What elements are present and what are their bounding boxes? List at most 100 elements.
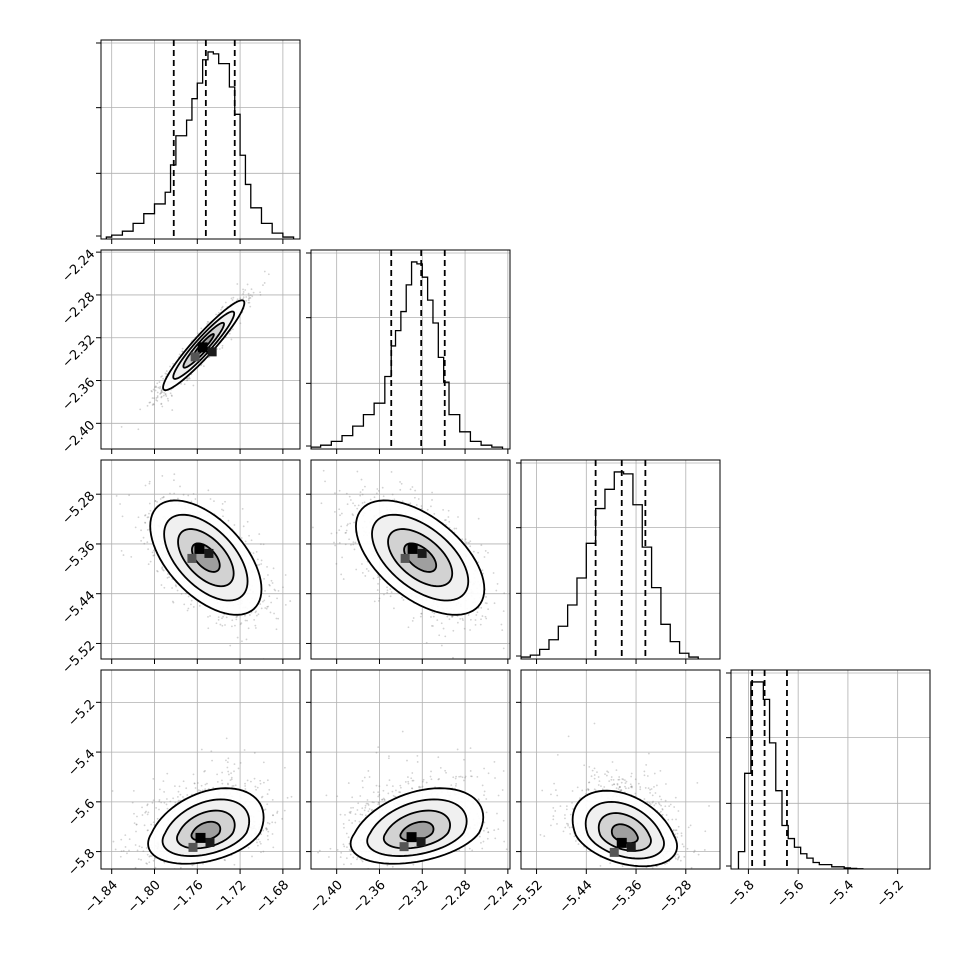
sample-point	[248, 627, 250, 629]
sample-point	[261, 560, 263, 562]
sample-point	[475, 614, 477, 616]
sample-point	[421, 505, 423, 507]
sample-point	[155, 807, 157, 809]
sample-point	[276, 597, 278, 599]
sample-point	[444, 635, 446, 637]
sample-point	[128, 850, 130, 852]
histogram-step-3	[738, 682, 862, 869]
sample-point	[228, 774, 230, 776]
sample-point	[193, 782, 195, 784]
sample-point	[345, 543, 347, 545]
sample-point	[399, 481, 401, 483]
sample-point	[168, 576, 170, 578]
sample-point	[185, 593, 187, 595]
sample-point	[354, 549, 356, 551]
sample-point	[207, 616, 209, 618]
y-tick-label-2-0: −5.52	[60, 638, 99, 677]
density-panel-1-0	[121, 271, 270, 431]
sample-point	[173, 493, 175, 495]
sample-point	[273, 567, 275, 569]
sample-point	[469, 540, 471, 542]
sample-point	[480, 618, 482, 620]
sample-point	[475, 619, 477, 621]
sample-point	[119, 503, 121, 505]
sample-point	[272, 582, 274, 584]
sample-point	[264, 271, 266, 273]
sample-point	[262, 284, 264, 286]
sample-point	[477, 552, 479, 554]
sample-point	[219, 348, 221, 350]
sample-point	[364, 501, 366, 503]
sample-point	[267, 574, 269, 576]
sample-point	[188, 596, 190, 598]
sample-point	[334, 492, 336, 494]
sample-point	[442, 509, 444, 511]
sample-point	[222, 503, 224, 505]
sample-point	[159, 393, 161, 395]
panel-frame-1-1	[311, 250, 510, 449]
sample-point	[243, 291, 245, 293]
sample-point	[392, 494, 394, 496]
sample-point	[377, 583, 379, 585]
sample-point	[254, 625, 256, 627]
sample-point	[186, 379, 188, 381]
sample-point	[158, 387, 160, 389]
sample-point	[143, 537, 145, 539]
sample-point	[389, 588, 391, 590]
sample-point	[226, 737, 228, 739]
sample-point	[253, 292, 255, 294]
sample-point	[199, 605, 201, 607]
sample-point	[179, 486, 181, 488]
sample-point	[261, 608, 263, 610]
sample-point	[409, 502, 411, 504]
sample-point	[161, 584, 163, 586]
density-peak-cell	[418, 549, 427, 558]
grid-lines-1-1	[311, 250, 510, 449]
sample-point	[222, 515, 224, 517]
sample-point	[259, 603, 261, 605]
sample-point	[180, 867, 182, 869]
sample-point	[247, 284, 249, 286]
sample-point	[433, 513, 435, 515]
sample-point	[503, 592, 505, 594]
sample-point	[258, 564, 260, 566]
sample-point	[334, 545, 336, 547]
sample-point	[455, 528, 457, 530]
sample-point	[276, 628, 278, 630]
sample-point	[249, 302, 251, 304]
sample-point	[190, 501, 192, 503]
sample-point	[416, 504, 418, 506]
sample-point	[222, 509, 224, 511]
sample-point	[485, 550, 487, 552]
sample-point	[152, 555, 154, 557]
sample-point	[159, 788, 161, 790]
sample-point	[431, 499, 433, 501]
sample-point	[232, 328, 234, 330]
sample-point	[370, 499, 372, 501]
sample-point	[391, 591, 393, 593]
histogram-step-1	[311, 262, 503, 449]
sample-point	[413, 617, 415, 619]
sample-point	[130, 556, 132, 558]
sample-point	[273, 613, 275, 615]
sample-point	[201, 749, 203, 751]
sample-point	[486, 602, 488, 604]
sample-point	[178, 791, 180, 793]
sample-point	[352, 544, 354, 546]
sample-point	[227, 757, 229, 759]
sample-point	[478, 518, 480, 520]
sample-point	[121, 850, 123, 852]
sample-point	[227, 761, 229, 763]
sample-point	[177, 498, 179, 500]
sample-point	[231, 777, 233, 779]
sample-point	[163, 395, 165, 397]
density-panel-3-0	[112, 737, 293, 875]
sample-point	[446, 616, 448, 618]
sample-point	[193, 773, 195, 775]
sample-point	[172, 601, 174, 603]
sample-point	[346, 493, 348, 495]
sample-point	[249, 614, 251, 616]
sample-point	[167, 400, 169, 402]
sample-point	[160, 403, 162, 405]
sample-point	[137, 850, 139, 852]
